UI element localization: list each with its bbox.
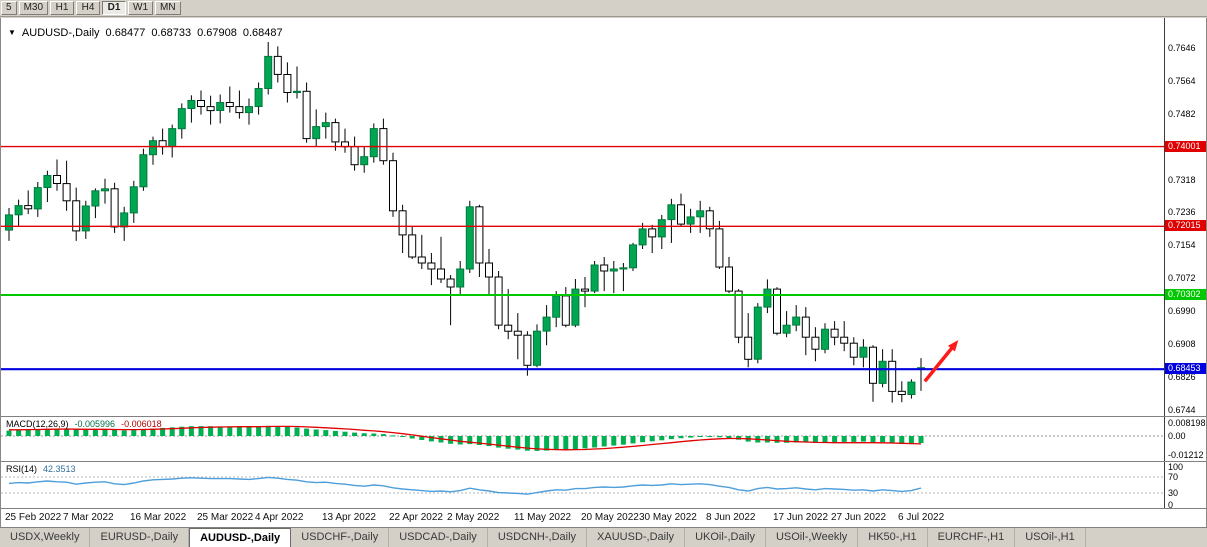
ohlc-close-value: 0.68487 — [242, 27, 283, 39]
macd-panel: 0.008198 0.00 -0.01212 MACD(12,26,9) -0.00… — [1, 416, 1206, 461]
chart-tab-eurchf-h1[interactable]: EURCHF-,H1 — [928, 528, 1016, 547]
chart-title: ▼ AUDUSD-,Daily 0.68477 0.68733 0.67908 … — [8, 27, 283, 39]
rsi-value: 42.3513 — [43, 464, 76, 474]
chart-tab-hk50-h1[interactable]: HK50-,H1 — [858, 528, 928, 547]
price-tick: 0.6990 — [1168, 306, 1196, 316]
price-axis: 0.7646 0.7564 0.7482 0.7318 0.7236 0.7154 0.70… — [1164, 18, 1206, 416]
macd-signal-value: -0.006018 — [121, 419, 162, 429]
price-panel: 0.7646 0.7564 0.7482 0.7318 0.7236 0.7154 0.70… — [1, 18, 1206, 416]
macd-tick: 0.008198 — [1168, 418, 1206, 428]
price-tick: 0.7154 — [1168, 240, 1196, 250]
rsi-axis: 100 70 30 0 — [1164, 462, 1206, 508]
timeframe-button-mn[interactable]: MN — [155, 1, 181, 15]
date-label: 27 Jun 2022 — [831, 512, 887, 523]
chart-tab-usdx-weekly[interactable]: USDX,Weekly — [0, 528, 91, 547]
rsi-tick: 0 — [1168, 500, 1174, 508]
price-tick: 0.6826 — [1168, 372, 1196, 382]
time-axis: 25 Feb 2022 7 Mar 2022 16 Mar 2022 25 Mar 2… — [1, 508, 1206, 527]
price-level-badge: 0.72015 — [1165, 220, 1206, 231]
ohlc-open-value: 0.68477 — [105, 27, 146, 39]
arrow-annotation[interactable] — [923, 340, 959, 383]
timeframe-button-h1[interactable]: H1 — [50, 1, 75, 15]
chart-tab-usoil-h1[interactable]: USOil-,H1 — [1015, 528, 1086, 547]
price-tick: 0.7072 — [1168, 273, 1196, 283]
ohlc-low-value: 0.67908 — [197, 27, 237, 39]
price-plot[interactable] — [1, 18, 1164, 416]
macd-tick: 0.00 — [1168, 431, 1186, 441]
macd-label: MACD(12,26,9) -0.005996 -0.006018 — [6, 419, 162, 429]
chart-tab-usdchf-daily[interactable]: USDCHF-,Daily — [291, 528, 390, 547]
rsi-line — [8, 476, 922, 495]
macd-name: MACD(12,26,9) — [6, 419, 69, 429]
timeframe-button-w1[interactable]: W1 — [128, 1, 154, 15]
date-label: 4 Apr 2022 — [255, 512, 304, 523]
macd-tick: -0.01212 — [1168, 450, 1204, 460]
chart-tab-usdcnh-daily[interactable]: USDCNH-,Daily — [488, 528, 588, 547]
date-label: 22 Apr 2022 — [389, 512, 443, 523]
date-label: 25 Feb 2022 — [5, 512, 62, 523]
rsi-tick: 70 — [1168, 472, 1179, 482]
ohlc-high-value: 0.68733 — [151, 27, 192, 39]
rsi-tick: 30 — [1168, 488, 1179, 498]
rsi-label: RSI(14) 42.3513 — [6, 464, 76, 474]
date-label: 30 May 2022 — [639, 512, 697, 523]
price-tick: 0.6908 — [1168, 339, 1196, 349]
timeframe-toolbar: 5 M30 H1 H4 D1 W1 MN — [0, 0, 1207, 17]
chart-tab-audusd-daily[interactable]: AUDUSD-,Daily — [189, 528, 292, 547]
chart-collapse-triangle-icon: ▼ — [8, 28, 16, 37]
price-level-badge: 0.74001 — [1165, 141, 1206, 152]
chart-symbol-label: AUDUSD-,Daily — [21, 27, 100, 39]
timeframe-button-5[interactable]: 5 — [1, 1, 17, 15]
rsi-plot[interactable] — [1, 462, 1164, 508]
chart-tab-xauusd-daily[interactable]: XAUUSD-,Daily — [587, 528, 686, 547]
macd-main-value: -0.005996 — [74, 419, 116, 429]
date-label: 16 Mar 2022 — [130, 512, 187, 523]
rsi-panel: 100 70 30 0 RSI(14) 42.3513 — [1, 461, 1206, 508]
chart-tab-usoil-weekly[interactable]: USOil-,Weekly — [766, 528, 859, 547]
price-tick: 0.7482 — [1168, 109, 1196, 119]
chart-window: 0.7646 0.7564 0.7482 0.7318 0.7236 0.7154 0.70… — [0, 18, 1207, 527]
chart-tab-ukoil-daily[interactable]: UKOil-,Daily — [685, 528, 766, 547]
rsi-tick: 100 — [1168, 462, 1184, 472]
date-label: 6 Jul 2022 — [898, 512, 945, 523]
date-label: 25 Mar 2022 — [197, 512, 254, 523]
price-tick: 0.7646 — [1168, 43, 1196, 53]
timeframe-button-m30[interactable]: M30 — [18, 1, 49, 15]
price-tick: 0.7318 — [1168, 175, 1196, 185]
price-level-badge: 0.70302 — [1165, 289, 1206, 300]
date-label: 20 May 2022 — [581, 512, 639, 523]
chart-tab-usdcad-daily[interactable]: USDCAD-,Daily — [389, 528, 488, 547]
macd-signal-line — [9, 425, 922, 451]
horizontal-levels-layer — [1, 145, 1164, 371]
rsi-name: RSI(14) — [6, 464, 38, 474]
chart-tab-bar: USDX,Weekly EURUSD-,Daily AUDUSD-,Daily USD… — [0, 527, 1207, 547]
date-label: 13 Apr 2022 — [322, 512, 376, 523]
macd-plot[interactable] — [1, 417, 1164, 461]
macd-axis: 0.008198 0.00 -0.01212 — [1164, 417, 1206, 461]
date-label: 2 May 2022 — [447, 512, 500, 523]
price-tick: 0.6744 — [1168, 405, 1196, 415]
candles-layer — [5, 42, 925, 403]
timeframe-button-h4[interactable]: H4 — [76, 1, 101, 15]
price-tick: 0.7564 — [1168, 76, 1196, 86]
price-tick: 0.7236 — [1168, 207, 1196, 217]
date-label: 11 May 2022 — [514, 512, 572, 523]
date-label: 8 Jun 2022 — [706, 512, 756, 523]
date-label: 7 Mar 2022 — [63, 512, 114, 523]
price-level-badge: 0.68453 — [1165, 363, 1206, 374]
date-label: 17 Jun 2022 — [773, 512, 829, 523]
chart-tab-eurusd-daily[interactable]: EURUSD-,Daily — [90, 528, 190, 547]
timeframe-button-d1[interactable]: D1 — [102, 1, 127, 15]
